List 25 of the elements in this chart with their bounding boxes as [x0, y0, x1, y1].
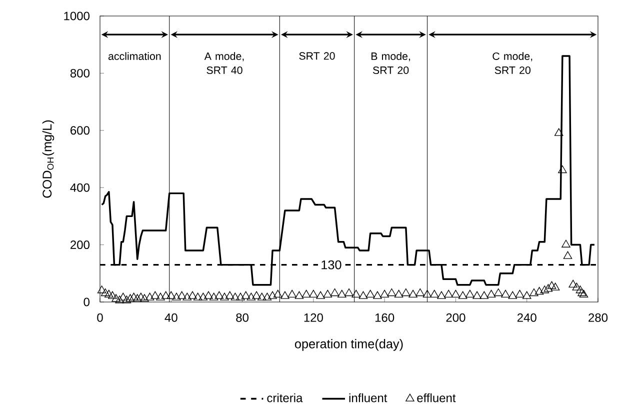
- y-tick-label: 800: [70, 68, 90, 78]
- y-tick-label: 600: [70, 126, 90, 135]
- x-tick-label: 40: [164, 313, 178, 322]
- annotation: C mode, SRT 20: [492, 52, 532, 74]
- annotation: acclimation: [108, 52, 161, 60]
- x-tick-label: 0: [97, 313, 103, 322]
- y-tick-label: 1000: [64, 12, 90, 20]
- x-tick-label: 120: [304, 313, 323, 322]
- annotation: SRT 20: [299, 52, 335, 60]
- legend-label: criteria: [267, 393, 303, 402]
- y-tick-label: 200: [70, 240, 90, 250]
- x-tick-label: 240: [517, 313, 536, 322]
- legend-label: influent: [349, 393, 388, 402]
- legend-label: effluent: [417, 393, 456, 402]
- x-tick-label: 160: [375, 313, 394, 322]
- x-tick-label: 80: [236, 313, 248, 322]
- x-tick-label: 200: [446, 313, 466, 322]
- y-axis-title: COD$_{OH}$(mg/L): [42, 120, 54, 198]
- y-tick-label: 400: [70, 183, 90, 192]
- y-tick-label: 0: [84, 298, 90, 306]
- annotation: 130: [322, 260, 342, 270]
- annotation: B mode, SRT 20: [372, 52, 410, 74]
- x-axis-title: operation time(day): [294, 339, 403, 351]
- annotation: A mode, SRT 40: [204, 52, 244, 74]
- x-tick-label: 280: [588, 313, 608, 322]
